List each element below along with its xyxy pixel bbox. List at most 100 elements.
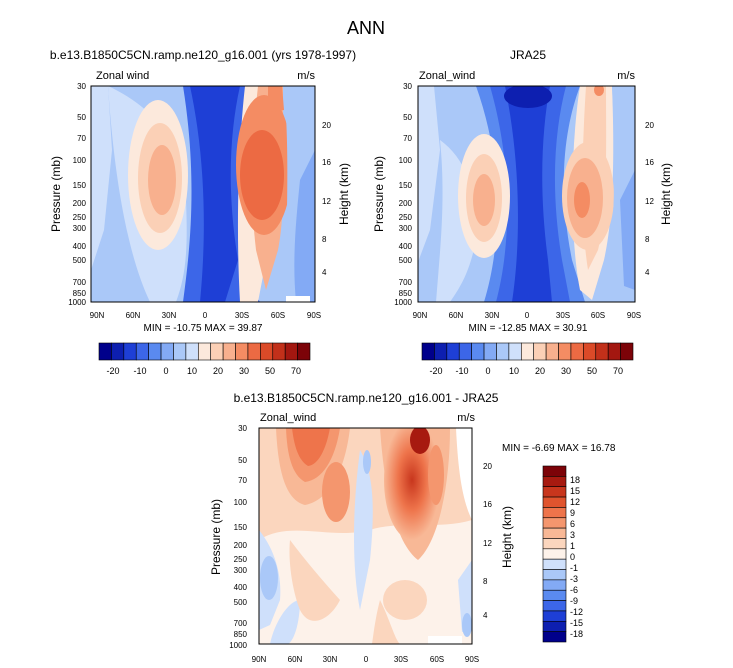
panel-model-stats: MIN = -10.75 MAX = 39.87 <box>144 323 263 334</box>
colorbar-label: 70 <box>291 366 301 376</box>
colorbar-swatch <box>111 342 125 361</box>
panel-obs-y-ticks: 30 50 70 100 150 200 250 300 400 500 700… <box>394 82 412 307</box>
x-tick: 90S <box>465 655 479 664</box>
panel-obs-stats: MIN = -12.85 MAX = 30.91 <box>469 323 588 334</box>
panel-model-y-ticks: 30 50 70 100 150 200 250 300 400 500 700… <box>68 82 86 307</box>
y-tick: 150 <box>399 181 413 190</box>
colorbar-label: 70 <box>613 366 623 376</box>
x-tick: 90N <box>413 311 428 320</box>
colorbar-label: 20 <box>535 366 545 376</box>
colorbar-label: 30 <box>561 366 571 376</box>
y-tick: 1000 <box>68 298 86 307</box>
colorbar-swatch <box>247 342 261 361</box>
x-tick: 60N <box>126 311 141 320</box>
panel-obs-field <box>418 86 635 302</box>
colorbar-label: 10 <box>187 366 197 376</box>
colorbar-label: 1 <box>570 541 575 551</box>
colorbar-swatch <box>542 465 567 477</box>
colorbar-swatch <box>620 342 634 361</box>
panel-diff-y-ticks: 30 50 70 100 150 200 250 300 400 500 700… <box>229 424 247 650</box>
colorbar-label: 9 <box>570 508 575 518</box>
panel-diff-field <box>259 428 472 644</box>
colorbar-swatch <box>98 342 112 361</box>
x-tick: 30S <box>394 655 408 664</box>
y-tick: 1000 <box>229 641 247 650</box>
x-tick: 90N <box>90 311 105 320</box>
y-tick: 300 <box>73 224 87 233</box>
colorbar-swatch <box>558 342 572 361</box>
colorbar-label: 0 <box>570 552 575 562</box>
colorbar-swatch <box>235 342 249 361</box>
colorbar-swatch <box>197 342 212 361</box>
colorbar-swatch <box>542 527 567 539</box>
y-tick: 1000 <box>394 298 412 307</box>
colorbar-swatch <box>260 342 274 361</box>
colorbar-swatch <box>297 342 311 361</box>
panel-diff-stats: MIN = -6.69 MAX = 16.78 <box>502 443 616 454</box>
colorbar-swatch <box>542 538 567 550</box>
height-tick: 16 <box>645 158 654 167</box>
colorbar-label: -20 <box>106 366 119 376</box>
y-tick: 100 <box>73 156 87 165</box>
colorbar-label: 50 <box>265 366 275 376</box>
panel-model-height-ticks: 20 16 12 8 4 <box>322 121 331 277</box>
x-tick: 0 <box>364 655 369 664</box>
y-tick: 50 <box>403 113 412 122</box>
colorbar-swatch <box>533 342 547 361</box>
height-tick: 8 <box>322 235 327 244</box>
y-tick: 400 <box>73 242 87 251</box>
y-tick: 200 <box>399 199 413 208</box>
panel-model-title: b.e13.B1850C5CN.ramp.ne120_g16.001 (yrs … <box>50 48 356 62</box>
panel-diff-height-ticks: 20 16 12 8 4 <box>483 462 492 620</box>
x-tick: 30N <box>485 311 500 320</box>
y-tick: 200 <box>73 199 87 208</box>
panel-diff-title: b.e13.B1850C5CN.ramp.ne120_g16.001 - JRA… <box>234 391 499 405</box>
colorbar-label: 0 <box>485 366 490 376</box>
colorbar-swatch <box>542 579 567 591</box>
height-tick: 8 <box>645 235 650 244</box>
y-tick: 100 <box>399 156 413 165</box>
height-tick: 4 <box>645 268 650 277</box>
y-tick: 300 <box>234 566 248 575</box>
x-tick: 60N <box>288 655 303 664</box>
colorbar-swatch <box>542 569 567 581</box>
panel-model-units: m/s <box>297 70 315 82</box>
y-tick: 150 <box>234 523 248 532</box>
colorbar-swatch <box>542 600 567 612</box>
colorbar-swatch <box>185 342 199 361</box>
y-tick: 850 <box>73 289 87 298</box>
y-tick: 250 <box>399 213 413 222</box>
panel-obs-title: JRA25 <box>510 48 546 62</box>
colorbar-swatch <box>595 342 609 361</box>
figure-title: ANN <box>347 18 385 38</box>
y-tick: 250 <box>234 555 248 564</box>
x-tick: 90S <box>307 311 321 320</box>
panel-obs-colorbar-labels: -20 -10 0 10 20 30 50 70 <box>429 366 623 376</box>
colorbar-swatch <box>160 342 174 361</box>
height-tick: 16 <box>483 500 492 509</box>
y-tick: 50 <box>77 113 86 122</box>
panel-obs-x-ticks: 90N 60N 30N 0 30S 60S 90S <box>413 311 641 320</box>
colorbar-swatch <box>421 342 435 361</box>
x-tick: 60N <box>449 311 464 320</box>
y-tick: 70 <box>77 134 86 143</box>
y-tick: 100 <box>234 498 248 507</box>
colorbar-swatch <box>483 342 497 361</box>
colorbar-swatch <box>542 496 567 508</box>
panel-obs: JRA25 Zonal_wind m/s 30 50 <box>372 48 673 376</box>
height-tick: 12 <box>645 197 654 206</box>
panel-obs-units: m/s <box>617 70 635 82</box>
y-tick: 30 <box>238 424 247 433</box>
panel-model-ylabel: Pressure (mb) <box>49 156 63 232</box>
colorbar-label: -10 <box>455 366 468 376</box>
panel-obs-colorbar <box>421 342 634 361</box>
colorbar-label: 12 <box>570 497 580 507</box>
colorbar-swatch <box>542 631 567 643</box>
colorbar-label: -12 <box>570 607 583 617</box>
colorbar-label: 6 <box>570 519 575 529</box>
y-tick: 200 <box>234 541 248 550</box>
panel-diff-right-label: Height (km) <box>500 506 514 568</box>
panel-diff-field-label: Zonal_wind <box>260 412 316 424</box>
x-tick: 30N <box>162 311 177 320</box>
x-tick: 90N <box>252 655 267 664</box>
